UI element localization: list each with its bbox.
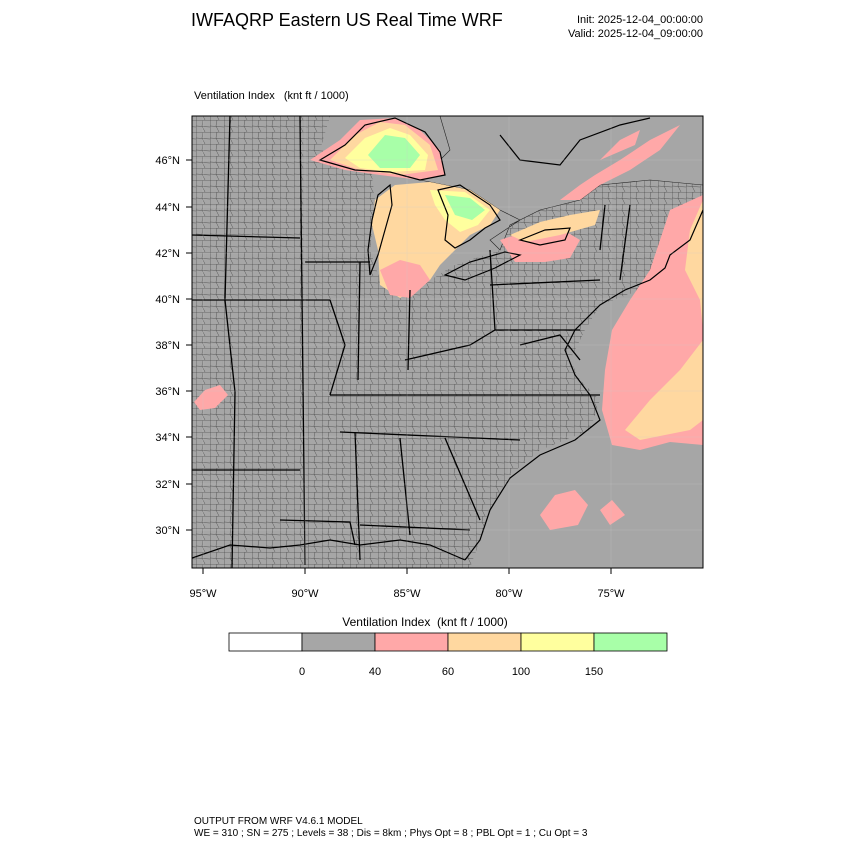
init-time: Init: 2025-12-04_00:00:00 [577, 14, 703, 26]
lon-label: 80°W [495, 588, 523, 600]
lat-label: 34°N [155, 432, 180, 444]
vi-orange-ontario [510, 210, 600, 242]
footer-config-line: WE = 310 ; SN = 275 ; Levels = 38 ; Dis … [194, 828, 588, 839]
colorbar-tick-label: 100 [512, 666, 530, 678]
vi-pink-offshore-south [540, 490, 625, 530]
colorbar-tick-label: 150 [585, 666, 603, 678]
colorbar-swatch [520, 632, 595, 652]
lon-label: 95°W [189, 588, 217, 600]
colorbar-tick-label: 60 [442, 666, 454, 678]
valid-time: Valid: 2025-12-04_09:00:00 [568, 28, 703, 40]
lat-label: 42°N [155, 248, 180, 260]
state-boundaries [192, 116, 631, 568]
colorbar-swatch [374, 632, 449, 652]
vi-pink-ne-canada [560, 125, 680, 200]
lat-label: 44°N [155, 202, 180, 214]
lat-label: 36°N [155, 386, 180, 398]
lon-axis: 95°W 90°W 85°W 80°W 75°W [189, 568, 625, 600]
lat-axis: 46°N 44°N 42°N 40°N 38°N 36°N 34°N 32°N … [155, 155, 192, 537]
colorbar-swatch [593, 632, 668, 652]
lon-label: 90°W [291, 588, 319, 600]
coastlines [192, 117, 703, 561]
lat-label: 46°N [155, 155, 180, 167]
lakes [318, 117, 571, 281]
footer-model-line: OUTPUT FROM WRF V4.6.1 MODEL [194, 816, 363, 827]
vi-pink-erie [380, 228, 580, 298]
graticule [192, 116, 703, 568]
colorbar-swatch [447, 632, 522, 652]
map-frame [191, 115, 704, 569]
colorbar-swatch [301, 632, 376, 652]
lat-label: 32°N [155, 479, 180, 491]
vi-green-huron [445, 195, 485, 220]
lat-label: 38°N [155, 340, 180, 352]
lat-label: 40°N [155, 294, 180, 306]
colorbar: 0 40 60 100 150 [228, 632, 668, 678]
lat-label: 30°N [155, 525, 180, 537]
map-panel [192, 116, 703, 568]
colorbar-tick-label: 40 [369, 666, 381, 678]
lon-label: 85°W [393, 588, 421, 600]
colorbar-label: Ventilation Index (knt ft / 1000) [342, 615, 508, 629]
colorbar-tick-label: 0 [299, 666, 305, 678]
page-title: IWFAQRP Eastern US Real Time WRF [191, 10, 503, 30]
colorbar-swatch [228, 632, 303, 652]
vi-orange-atlantic [625, 200, 703, 440]
plot-label: Ventilation Index (knt ft / 1000) [194, 90, 349, 102]
lon-label: 75°W [597, 588, 625, 600]
vi-pink-arkansas [194, 385, 228, 410]
